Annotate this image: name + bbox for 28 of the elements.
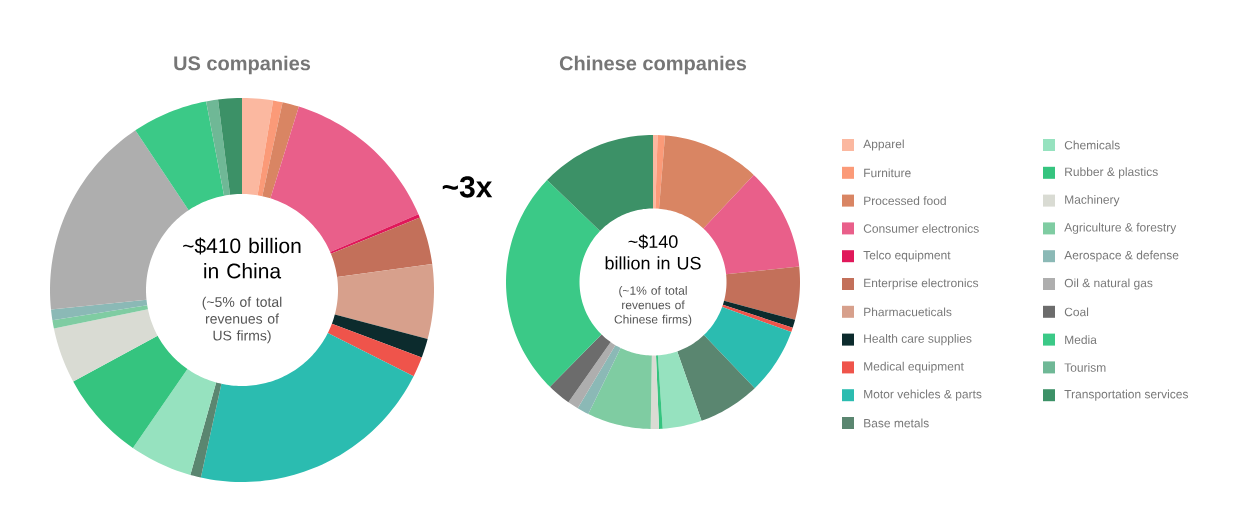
legend-label: Apparel	[863, 139, 904, 151]
text: (~1% of total revenues of Chinese firms)	[614, 286, 692, 326]
legend-label: Coal	[1064, 307, 1089, 317]
legend-label: Media	[1065, 335, 1097, 344]
legend-label: Health care supplies	[864, 334, 972, 346]
legend-label: Telco equipment	[863, 250, 951, 262]
legend-label: Processed food	[864, 196, 946, 206]
legend-label: Oil & natural gas	[1064, 278, 1153, 290]
legend-label: Agriculture & forestry	[1064, 222, 1177, 234]
text: ~$410 billion in China	[183, 237, 301, 279]
text: ~3x	[442, 176, 493, 198]
legend-label: Rubber & plastics	[1065, 167, 1158, 179]
legend-label: Machinery	[1065, 195, 1120, 207]
legend-label: Transportation services	[1064, 389, 1189, 401]
chart-title: Chinese companies	[559, 55, 747, 75]
legend-label: Furniture	[864, 168, 911, 178]
legend-label: Consumer electronics	[863, 224, 979, 233]
text: ~$140 billion in US	[605, 234, 701, 270]
legend-label: Pharmacueticals	[864, 307, 952, 317]
text: (~5% of total revenues of US firms)	[202, 296, 282, 344]
legend-label: Motor vehicles & parts	[864, 389, 982, 401]
legend-label: Base metals	[864, 418, 929, 428]
legend-label: Aerospace & defense	[1064, 250, 1179, 262]
legend-label: Enterprise electronics	[864, 278, 979, 290]
chart-title: US companies	[174, 55, 311, 75]
legend-label: Chemicals	[1064, 140, 1120, 150]
legend-label: Medical equipment	[864, 361, 964, 374]
legend-label: Tourism	[1064, 363, 1106, 372]
